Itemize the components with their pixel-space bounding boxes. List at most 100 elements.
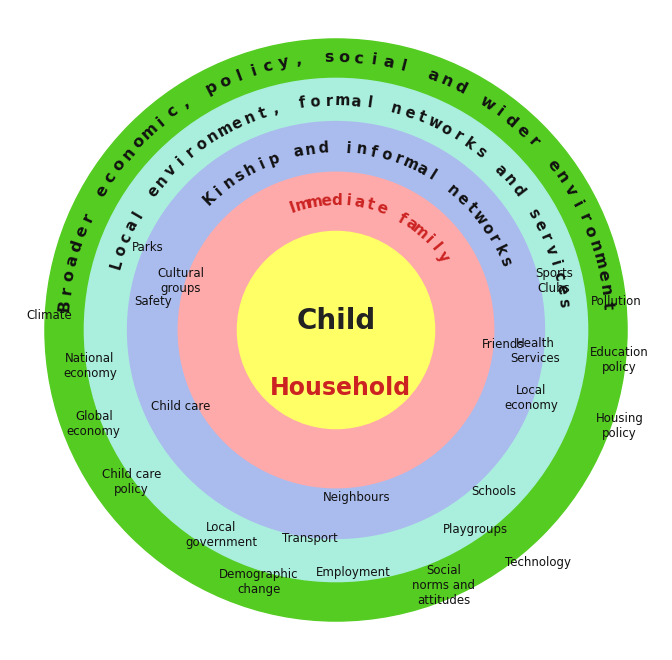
Text: y: y [277, 55, 290, 71]
Text: m: m [294, 195, 313, 214]
Text: s: s [472, 143, 489, 160]
Text: n: n [153, 172, 171, 190]
Text: l: l [399, 58, 409, 74]
Text: o: o [194, 135, 210, 153]
Text: m: m [335, 93, 350, 109]
Text: d: d [452, 79, 469, 97]
Text: v: v [163, 162, 180, 180]
Text: o: o [110, 156, 128, 174]
Text: Parks: Parks [132, 241, 164, 254]
Text: p: p [266, 150, 281, 168]
Text: e: e [93, 182, 112, 199]
Text: Social
norms and
attitudes: Social norms and attitudes [413, 564, 476, 607]
Text: Child care: Child care [151, 401, 211, 413]
Text: Housing
policy: Housing policy [595, 412, 644, 440]
Text: n: n [205, 127, 222, 146]
Text: i: i [212, 183, 226, 198]
Text: r: r [183, 145, 199, 160]
Text: a: a [350, 94, 362, 110]
Text: n: n [444, 182, 462, 199]
Text: a: a [353, 194, 366, 211]
Text: ,: , [294, 53, 302, 68]
Text: m: m [214, 119, 235, 140]
Text: Transport: Transport [282, 532, 337, 545]
Text: Local
government: Local government [185, 521, 257, 548]
Text: o: o [338, 50, 349, 65]
Text: d: d [502, 112, 520, 131]
Text: n: n [597, 283, 614, 297]
Text: a: a [491, 162, 509, 179]
Circle shape [85, 79, 587, 581]
Text: o: o [478, 220, 496, 236]
Text: f: f [369, 144, 378, 160]
Text: t: t [416, 110, 428, 126]
Text: Child care
policy: Child care policy [101, 468, 161, 496]
Text: m: m [400, 154, 420, 174]
Text: i: i [569, 198, 585, 210]
Text: r: r [575, 211, 593, 224]
Text: l: l [427, 168, 439, 183]
Text: n: n [501, 172, 519, 189]
Text: r: r [538, 231, 554, 244]
Text: o: o [438, 120, 454, 138]
Text: e: e [531, 217, 549, 233]
Text: Cultural
groups: Cultural groups [157, 267, 204, 295]
Text: d: d [68, 238, 86, 253]
Text: I: I [288, 200, 298, 216]
Text: Child: Child [296, 307, 376, 335]
Text: s: s [525, 206, 542, 221]
Text: o: o [130, 133, 148, 151]
Text: r: r [485, 232, 502, 246]
Text: o: o [379, 147, 393, 164]
Text: c: c [262, 58, 275, 75]
Text: i: i [154, 114, 168, 129]
Text: ,: , [270, 101, 280, 117]
Text: e: e [144, 183, 163, 200]
Circle shape [237, 232, 435, 428]
Text: w: w [425, 114, 444, 133]
Text: n: n [389, 100, 403, 117]
Text: a: a [414, 160, 429, 178]
Text: n: n [242, 109, 257, 127]
Text: e: e [594, 269, 611, 282]
Text: d: d [509, 182, 527, 199]
Text: n: n [304, 141, 317, 158]
Text: Climate: Climate [27, 310, 73, 323]
Text: Employment: Employment [315, 566, 390, 579]
Text: d: d [332, 193, 343, 208]
Text: m: m [409, 220, 431, 242]
Text: a: a [382, 55, 396, 71]
Text: Safety: Safety [134, 295, 172, 308]
Text: o: o [310, 94, 321, 110]
Text: e: e [229, 114, 245, 132]
Text: c: c [101, 170, 119, 186]
Text: r: r [392, 150, 405, 167]
Text: h: h [243, 160, 259, 178]
Circle shape [45, 39, 627, 621]
Text: i: i [345, 193, 351, 209]
Text: Global
economy: Global economy [67, 410, 121, 438]
Text: c: c [353, 51, 364, 67]
Text: a: a [425, 67, 440, 84]
Text: e: e [73, 224, 91, 240]
Text: m: m [590, 251, 609, 271]
Text: L: L [108, 257, 125, 271]
Text: r: r [525, 134, 542, 150]
Text: n: n [355, 141, 368, 158]
Text: i: i [370, 53, 378, 68]
Text: e: e [553, 283, 570, 296]
Text: i: i [174, 154, 188, 168]
Text: r: r [79, 211, 97, 224]
Text: Demographic
change: Demographic change [219, 568, 299, 595]
Text: p: p [203, 79, 220, 97]
Text: c: c [118, 232, 134, 246]
Text: w: w [476, 93, 497, 114]
Text: w: w [470, 208, 490, 228]
Text: National
economy: National economy [63, 352, 117, 380]
Text: s: s [497, 255, 513, 269]
Text: c: c [550, 270, 567, 282]
Text: o: o [217, 72, 233, 90]
Text: Pollution: Pollution [591, 295, 641, 308]
Text: Sports
Clubs: Sports Clubs [535, 267, 573, 295]
Text: f: f [395, 211, 409, 226]
